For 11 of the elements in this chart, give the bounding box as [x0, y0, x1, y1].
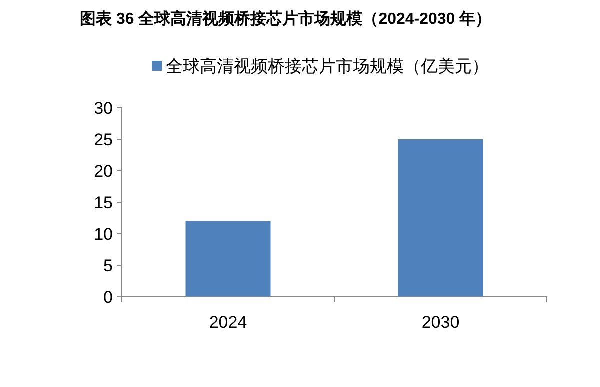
y-tick-label: 10 — [94, 225, 113, 244]
chart-title: 图表 36 全球高清视频桥接芯片市场规模（2024-2030 年） — [80, 9, 492, 28]
y-tick-label: 20 — [94, 162, 113, 181]
y-tick-label: 0 — [104, 288, 113, 307]
y-tick-label: 30 — [94, 99, 113, 118]
x-tick-label: 2030 — [422, 313, 460, 332]
y-tick-label: 25 — [94, 130, 113, 150]
y-tick-label: 15 — [94, 194, 113, 212]
legend-label: 全球高清视频桥接芯片市场规模（亿美元） — [166, 57, 489, 76]
y-tick-label: 5 — [104, 256, 113, 276]
x-tick-label: 2024 — [209, 313, 248, 332]
